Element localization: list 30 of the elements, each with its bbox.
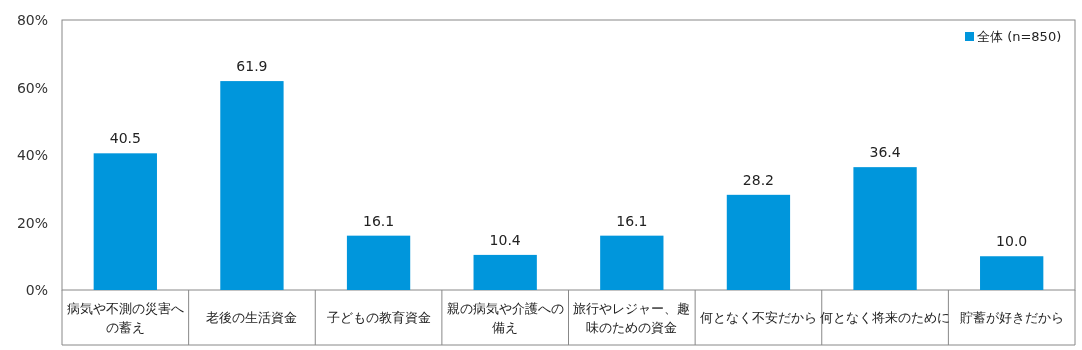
y-tick-label: 20% [16, 214, 48, 231]
bar [346, 235, 411, 290]
x-tick-label: 何となく不安だから [699, 310, 817, 325]
bar [600, 235, 664, 290]
data-label: 61.9 [236, 58, 268, 75]
bar [473, 254, 537, 290]
data-label: 36.4 [869, 144, 901, 161]
y-tick-label: 40% [16, 147, 48, 163]
bar [93, 153, 157, 290]
x-tick-label: 何となく将来のために [820, 310, 951, 325]
x-tick-label: 貯蓄が好きだから [959, 310, 1064, 325]
bar [726, 194, 791, 290]
data-label: 10.0 [996, 233, 1028, 250]
data-label: 16.1 [616, 212, 648, 229]
data-label: 10.4 [489, 231, 521, 248]
x-tick-label: 老後の生活資金 [206, 310, 298, 325]
y-tick-label: 0% [25, 282, 48, 298]
data-label: 16.1 [362, 212, 395, 229]
y-tick-label: 80% [16, 12, 48, 28]
bar [853, 167, 917, 290]
data-label: 28.2 [742, 171, 775, 188]
y-tick-label: 60% [16, 79, 48, 96]
x-tick-label: 病気や不測の災害への蓄え [66, 300, 184, 335]
data-label: 40.5 [109, 130, 141, 147]
bar [980, 256, 1044, 290]
x-tick-label: 旅行やレジャー、趣味のための資金 [573, 300, 691, 335]
legend-label: 全体 (n=850) [977, 29, 1062, 44]
bar [220, 81, 284, 290]
x-tick-label: 親の病気や介護への備え [446, 300, 564, 335]
x-tick-label: 子どもの教育資金 [326, 310, 431, 325]
